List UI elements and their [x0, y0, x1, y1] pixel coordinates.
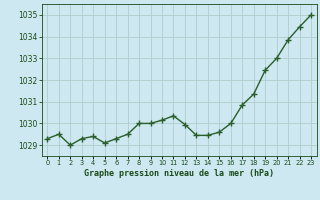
X-axis label: Graphe pression niveau de la mer (hPa): Graphe pression niveau de la mer (hPa): [84, 169, 274, 178]
